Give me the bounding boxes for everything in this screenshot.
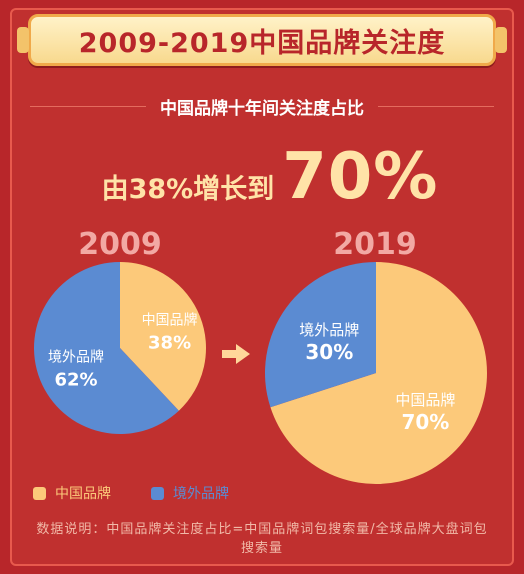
legend-swatch-domestic	[33, 486, 46, 500]
pie-slice-2009-overseas	[33, 262, 179, 434]
pie-label-name-2019-domestic: 中国品牌	[395, 391, 455, 409]
legend-label-domestic: 中国品牌	[55, 486, 111, 502]
legend-label-overseas: 境外品牌	[173, 486, 229, 502]
headline-value: 70%	[282, 140, 439, 214]
subtitle: 中国品牌十年间关注度占比	[160, 98, 364, 119]
pie-slice-2009-domestic	[120, 262, 206, 411]
page-title: 2009-2019中国品牌关注度	[78, 27, 446, 59]
data-note: 数据说明：中国品牌关注度占比=中国品牌词包搜索量/全球品牌大盘词包搜索量	[36, 522, 488, 556]
pie-slice-2019-overseas	[265, 262, 376, 408]
pie-label-value-2009-domestic: 38%	[148, 332, 191, 353]
banner-left-tab	[17, 27, 29, 53]
legend-swatch-overseas	[151, 486, 164, 500]
pie-label-name-2009-domestic: 中国品牌	[142, 311, 198, 328]
pie-label-name-2019-overseas: 境外品牌	[299, 321, 359, 339]
pie-label-value-2009-overseas: 62%	[54, 369, 97, 390]
banner-right-tab	[495, 27, 507, 53]
legend: 中国品牌 境外品牌	[33, 483, 229, 503]
chart-title-2019: 2019	[333, 227, 417, 262]
pie-label-value-2019-domestic: 70%	[401, 410, 449, 434]
legend-item-overseas: 境外品牌	[151, 483, 229, 503]
pie-slice-2019-domestic	[270, 262, 487, 484]
headline: 由38%增长到 70%	[90, 140, 450, 220]
right-arrow-icon	[222, 344, 250, 364]
pie-label-value-2019-overseas: 30%	[305, 340, 353, 364]
subtitle-left-rule	[30, 105, 146, 107]
chart-title-2009: 2009	[78, 227, 162, 262]
pie-label-name-2009-overseas: 境外品牌	[48, 348, 104, 365]
title-banner: 2009-2019中国品牌关注度	[17, 14, 507, 66]
subtitle-row: 中国品牌十年间关注度占比	[30, 96, 494, 119]
headline-prefix: 由38%增长到	[101, 174, 275, 205]
legend-item-domestic: 中国品牌	[33, 483, 111, 503]
subtitle-right-rule	[378, 105, 494, 107]
